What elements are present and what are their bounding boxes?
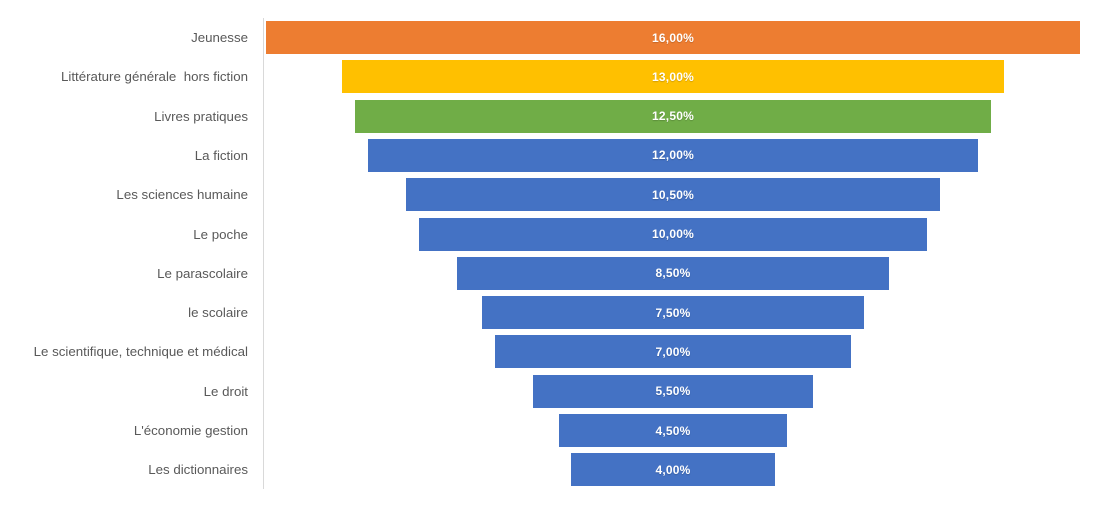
category-label: Littérature générale hors fiction xyxy=(60,69,248,85)
funnel-bar[interactable]: 10,50% xyxy=(405,178,941,212)
value-label: 4,50% xyxy=(655,423,691,438)
value-label: 8,50% xyxy=(655,266,691,281)
funnel-row: Le droit 5,50% xyxy=(0,374,1111,414)
plot-area: Jeunesse 16,00% Littérature générale hors … xyxy=(0,21,1111,493)
funnel-row: le scolaire 7,50% xyxy=(0,296,1111,335)
category-label: Le parascolaire xyxy=(157,265,248,281)
value-label: 10,00% xyxy=(652,227,694,241)
value-label: 4,00% xyxy=(655,462,691,477)
funnel-bar[interactable]: 5,50% xyxy=(533,374,813,408)
category-label: Les sciences humaine xyxy=(116,187,248,203)
funnel-row: Le parascolaire 8,50% xyxy=(0,256,1111,296)
category-label: le scolaire xyxy=(188,305,248,321)
category-label: Livres pratiques xyxy=(154,108,248,124)
funnel-bar[interactable]: 4,00% xyxy=(571,453,775,487)
category-label: Les dictionnaires xyxy=(148,462,248,478)
funnel-bar[interactable]: 13,00% xyxy=(342,60,1004,94)
funnel-row: Jeunesse 16,00% xyxy=(0,21,1111,60)
funnel-row: Le scientifique, technique et médical 7,0… xyxy=(0,335,1111,374)
funnel-row: L'économie gestion 4,50% xyxy=(0,414,1111,453)
funnel-bar[interactable]: 12,50% xyxy=(355,99,991,133)
funnel-row: La fiction 12,00% xyxy=(0,138,1111,178)
funnel-row: Livres pratiques 12,50% xyxy=(0,99,1111,139)
category-label: Le scientifique, technique et médical xyxy=(33,344,248,360)
vertical-axis-line xyxy=(263,18,264,489)
category-label: L'économie gestion xyxy=(133,423,248,438)
category-label: Le poche xyxy=(193,226,248,242)
value-label: 5,50% xyxy=(655,384,691,399)
value-label: 13,00% xyxy=(652,69,694,84)
funnel-bar[interactable]: 8,50% xyxy=(456,256,890,290)
value-label: 7,50% xyxy=(655,305,691,320)
funnel-bar[interactable]: 10,00% xyxy=(418,217,928,251)
funnel-row: Le poche 10,00% xyxy=(0,217,1111,257)
funnel-bar[interactable]: 7,50% xyxy=(482,296,864,330)
funnel-row: Littérature générale hors fiction 13,00% xyxy=(0,60,1111,99)
funnel-row: Les dictionnaires 4,00% xyxy=(0,453,1111,492)
value-label: 7,00% xyxy=(655,344,691,359)
value-label: 16,00% xyxy=(652,30,694,45)
funnel-bar[interactable]: 4,50% xyxy=(558,414,788,447)
funnel-bar[interactable]: 7,00% xyxy=(494,335,852,369)
funnel-bar[interactable]: 12,00% xyxy=(367,138,979,172)
value-label: 12,00% xyxy=(652,148,694,163)
category-label: Jeunesse xyxy=(191,30,248,45)
value-label: 10,50% xyxy=(652,187,694,202)
value-label: 12,50% xyxy=(652,109,694,124)
category-label: Le droit xyxy=(203,383,248,399)
category-label: La fiction xyxy=(194,147,248,163)
funnel-bar[interactable]: 16,00% xyxy=(266,21,1080,54)
funnel-row: Les sciences humaine 10,50% xyxy=(0,178,1111,217)
